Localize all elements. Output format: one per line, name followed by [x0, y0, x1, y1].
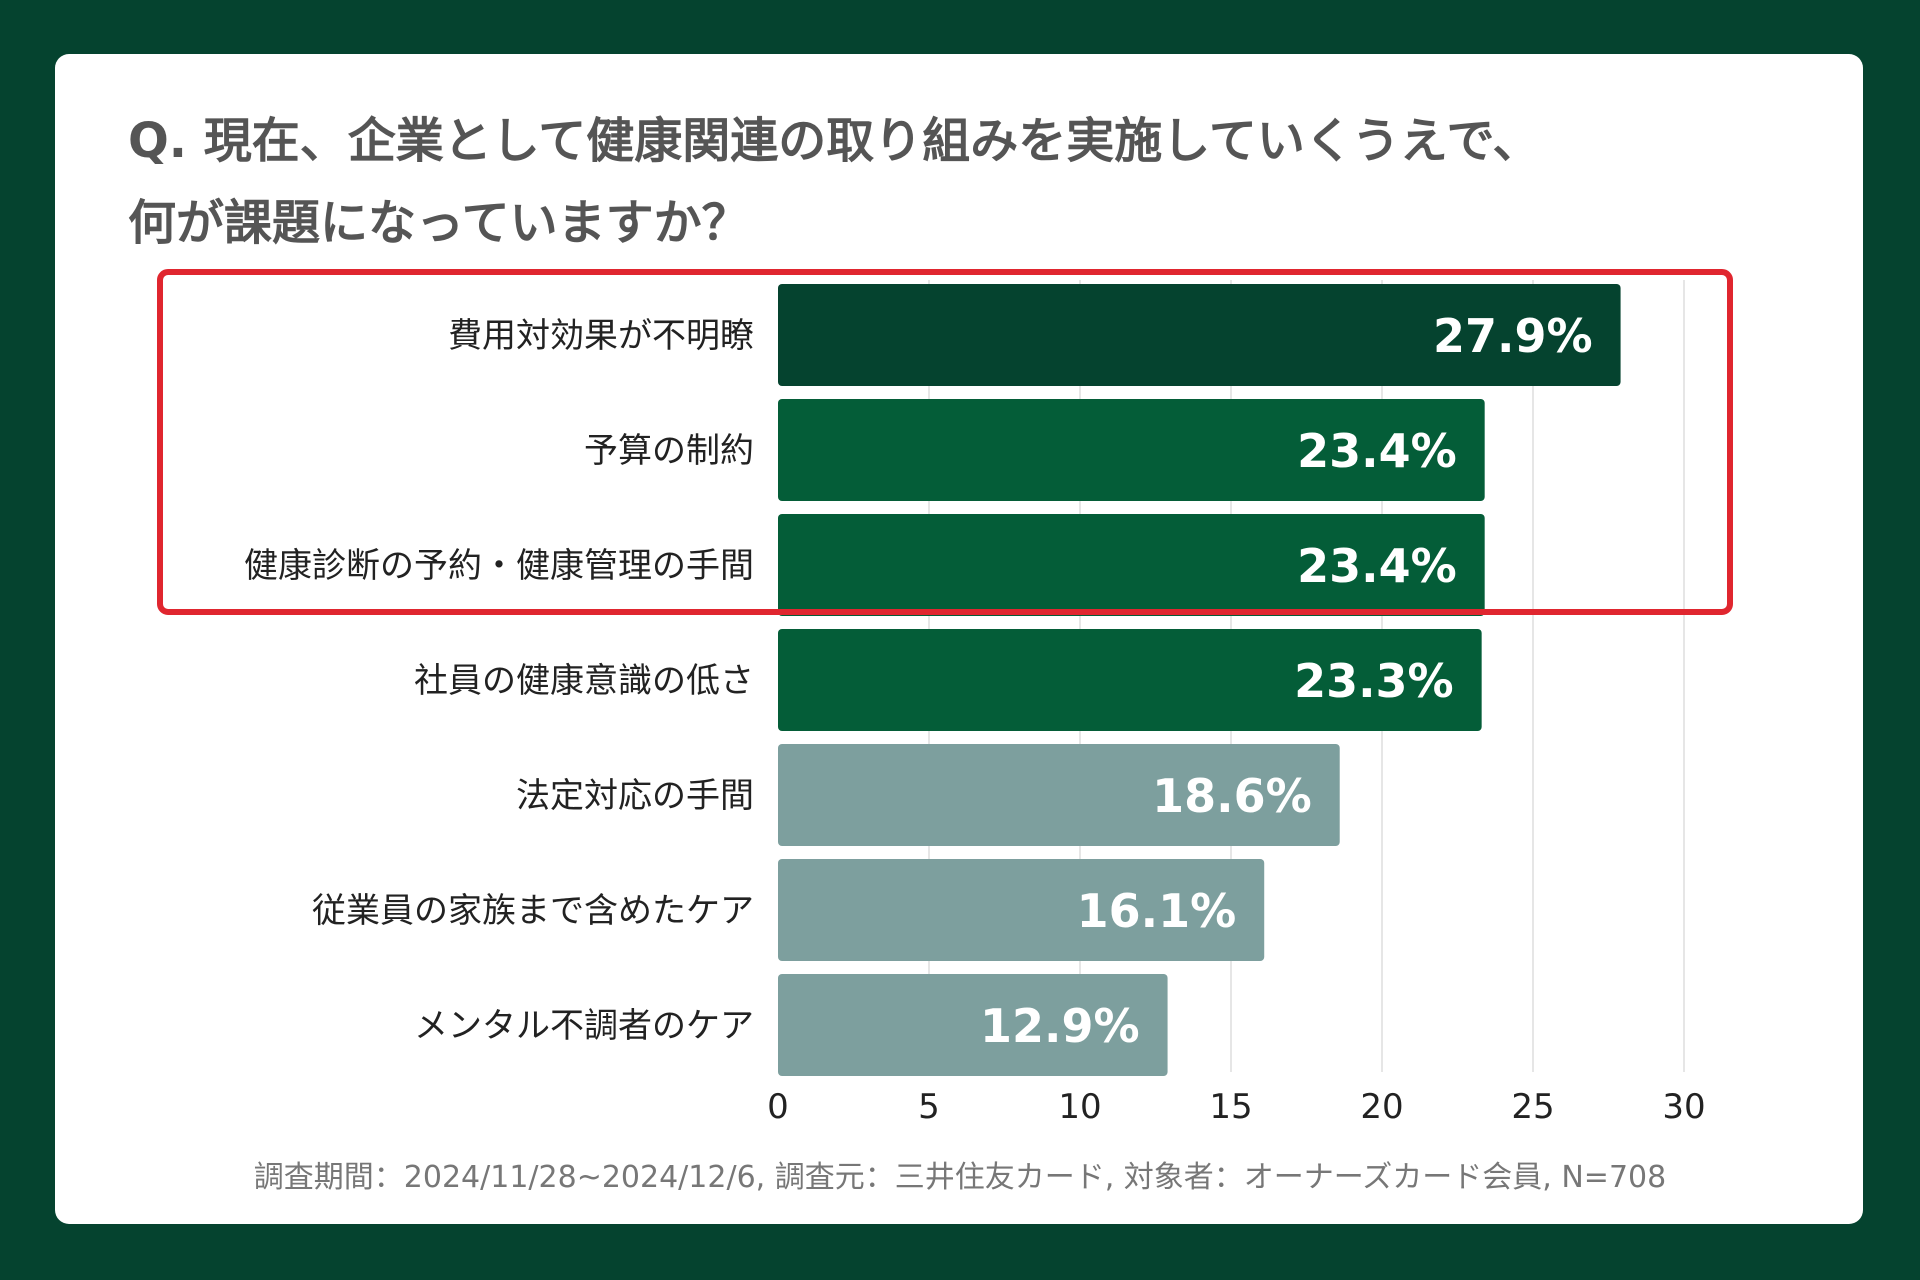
bar-value-label: 23.3% — [1294, 654, 1454, 708]
category-label: 社員の健康意識の低さ — [414, 661, 754, 701]
bar — [778, 974, 1168, 1076]
bar-value-label: 16.1% — [1077, 884, 1237, 938]
bars: 27.9% 23.4% 23.4% 23.3% 18.6% 16.1% 12.9% — [778, 284, 1621, 1076]
question-title-line-1: Q. 現在、企業として健康関連の取り組みを実施していくうえで、 — [128, 113, 1541, 169]
survey-footnote: 調査期間：2024/11/28~2024/12/6, 調査元：三井住友カード, … — [253, 1160, 1667, 1195]
x-tick-label: 20 — [1360, 1087, 1403, 1127]
category-label: 予算の制約 — [584, 431, 754, 471]
category-label: 従業員の家族まで含めたケア — [312, 891, 754, 931]
bar-value-label: 12.9% — [980, 999, 1140, 1053]
bar — [778, 744, 1340, 846]
highlight-box-group — [157, 269, 1733, 615]
category-label: 健康診断の予約・健康管理の手間 — [244, 546, 754, 586]
bar — [778, 399, 1485, 501]
bar-value-label: 23.4% — [1297, 424, 1457, 478]
x-tick-label: 25 — [1511, 1087, 1554, 1127]
x-tick-label: 10 — [1058, 1087, 1101, 1127]
category-label: メンタル不調者のケア — [414, 1006, 754, 1046]
category-labels: 費用対効果が不明瞭予算の制約健康診断の予約・健康管理の手間社員の健康意識の低さ法… — [244, 316, 754, 1046]
category-label: 費用対効果が不明瞭 — [448, 316, 754, 356]
highlight-box — [157, 269, 1733, 615]
x-axis-ticks: 0 5 10 15 20 25 30 — [767, 1087, 1705, 1127]
bar-value-label: 27.9% — [1433, 309, 1593, 363]
bar-value-label: 18.6% — [1152, 769, 1312, 823]
question-title-line-2: 何が課題になっていますか？ — [128, 195, 750, 251]
x-tick-label: 15 — [1209, 1087, 1252, 1127]
bar — [778, 284, 1621, 386]
x-tick-label: 30 — [1662, 1087, 1705, 1127]
category-label: 法定対応の手間 — [516, 776, 754, 816]
question-title: Q. 現在、企業として健康関連の取り組みを実施していくうえで、 何が課題になって… — [128, 100, 1728, 264]
bar — [778, 629, 1482, 731]
bar-chart: 27.9% 23.4% 23.4% 23.3% 18.6% 16.1% 12.9% 費用対効… — [157, 269, 1733, 1127]
bar — [778, 859, 1265, 961]
x-tick-label: 5 — [918, 1087, 940, 1127]
bar-value-label: 23.4% — [1297, 539, 1457, 593]
bar — [778, 514, 1485, 616]
x-tick-label: 0 — [767, 1087, 789, 1127]
